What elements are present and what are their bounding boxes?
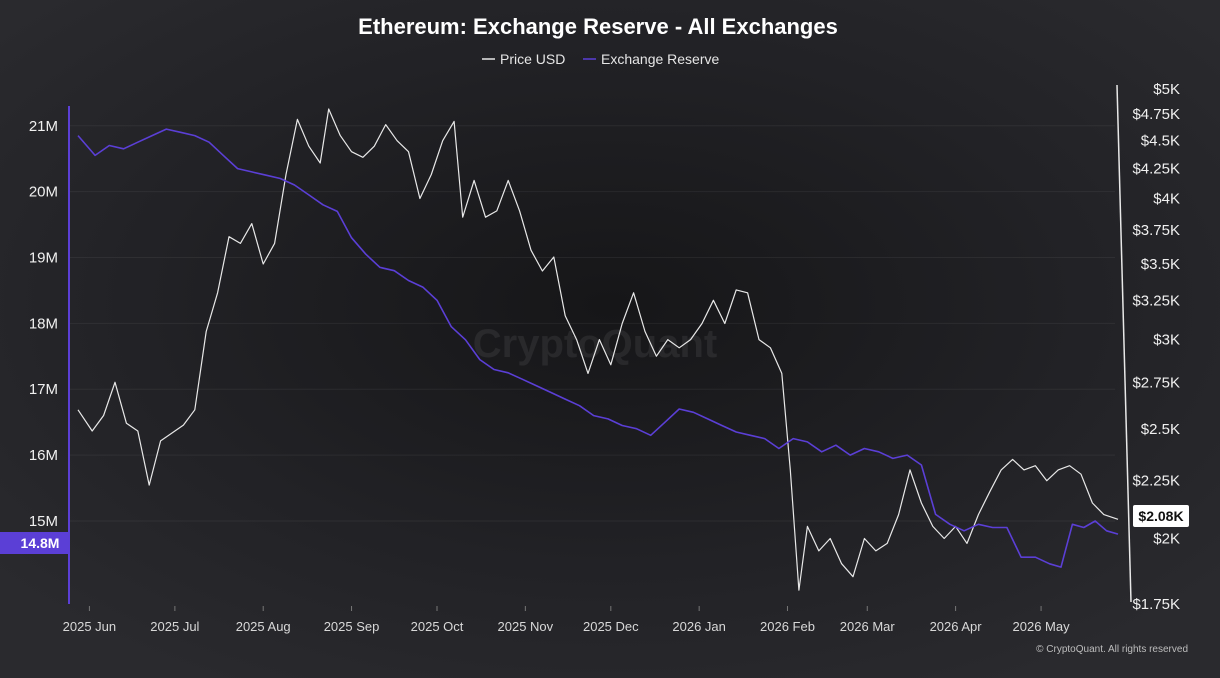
y-left-tick-label: 15M xyxy=(29,513,58,530)
legend-reserve-label: Exchange Reserve xyxy=(601,51,720,67)
reserve-badge-box xyxy=(0,532,68,554)
legend: Price USD Exchange Reserve xyxy=(482,51,720,67)
y-right-tick-label: $2.75K xyxy=(1132,374,1180,391)
grid xyxy=(70,125,1115,522)
x-tick-label: 2026 Jan xyxy=(672,619,726,634)
y-right-tick-label: $2K xyxy=(1153,530,1180,547)
y-left-tick-label: 18M xyxy=(29,315,58,332)
y-right-tick-label: $4.25K xyxy=(1132,161,1180,178)
price-usd-line xyxy=(77,108,1119,591)
y-left-tick-label: 17M xyxy=(29,381,58,398)
y-right-tick-label: $2.5K xyxy=(1141,421,1180,438)
exchange-reserve-line xyxy=(77,128,1119,568)
x-axis: 2025 Jun 2025 Jul 2025 Aug 2025 Sep 2025 Oct… xyxy=(63,606,1070,634)
legend-price-label: Price USD xyxy=(500,51,565,67)
y-right-tick-label: $1.75K xyxy=(1132,596,1180,613)
price-badge-box xyxy=(1133,505,1189,527)
x-tick-label: 2025 Aug xyxy=(236,619,291,634)
y-right-tick-label: $3.5K xyxy=(1141,256,1180,273)
y-right-tick-label: $4K xyxy=(1153,190,1180,207)
y-left-tick-label: 21M xyxy=(29,118,58,135)
reserve-badge-value: 14.8M xyxy=(21,535,60,551)
x-tick-label: 2025 Oct xyxy=(411,619,464,634)
x-tick-label: 2026 Feb xyxy=(760,619,815,634)
x-tick-label: 2026 May xyxy=(1013,619,1071,634)
x-tick-label: 2026 Mar xyxy=(840,619,896,634)
y-right-tick-label: $3.75K xyxy=(1132,222,1180,239)
y-right-axis: $5K $4.75K $4.5K $4.25K $4K $3.75K $3.5K $3.25K… xyxy=(1132,81,1180,613)
y-right-tick-label: $5K xyxy=(1153,81,1180,98)
series-layer xyxy=(77,108,1119,591)
y-right-tick-label: $3K xyxy=(1153,332,1180,349)
watermark: CryptoQuant xyxy=(473,322,717,366)
y-right-tick-label: $2.25K xyxy=(1132,473,1180,490)
copyright-text: © CryptoQuant. All rights reserved xyxy=(1036,644,1188,655)
chart-title: Ethereum: Exchange Reserve - All Exchang… xyxy=(358,14,838,39)
y-right-tick-label: $4.5K xyxy=(1141,133,1180,150)
y-left-axis: 21M 20M 19M 18M 17M 16M 15M xyxy=(29,118,58,530)
x-tick-label: 2025 Jun xyxy=(63,619,117,634)
x-tick-label: 2025 Jul xyxy=(150,619,199,634)
x-tick-label: 2025 Nov xyxy=(498,619,554,634)
y-left-tick-label: 16M xyxy=(29,447,58,464)
price-badge-value: $2.08K xyxy=(1138,508,1183,524)
price-current-badge: $2.08K xyxy=(1133,505,1189,527)
right-axis-line xyxy=(1116,84,1132,603)
x-tick-label: 2026 Apr xyxy=(930,619,983,634)
y-right-tick-label: $3.25K xyxy=(1132,292,1180,309)
x-tick-label: 2025 Sep xyxy=(324,619,380,634)
y-left-tick-label: 19M xyxy=(29,249,58,266)
y-right-tick-label: $4.75K xyxy=(1132,106,1180,123)
x-tick-label: 2025 Dec xyxy=(583,619,639,634)
y-left-tick-label: 20M xyxy=(29,184,58,201)
reserve-current-badge: 14.8M xyxy=(0,532,68,554)
